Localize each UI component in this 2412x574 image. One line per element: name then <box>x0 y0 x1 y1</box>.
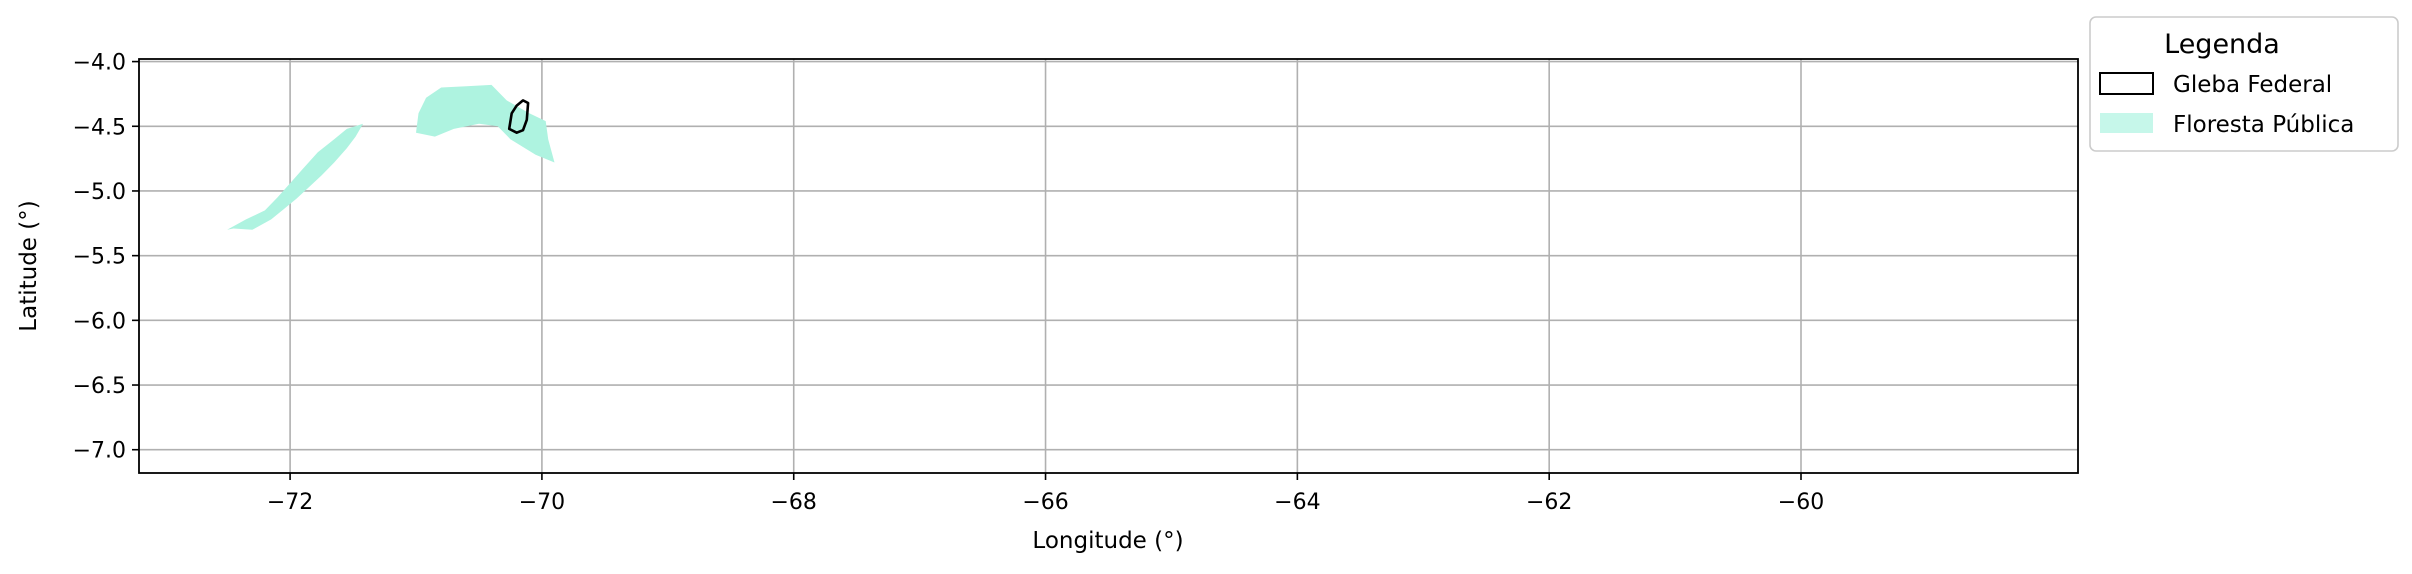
y-tick-label: −7.0 <box>73 439 126 464</box>
floresta-publica-polygon <box>227 123 364 230</box>
legend-swatch-floresta-publica <box>2100 113 2153 133</box>
plot-area <box>138 58 2079 474</box>
map-layers <box>227 84 555 230</box>
floresta-publica-polygon <box>416 84 555 163</box>
x-tick-label: −68 <box>771 490 817 515</box>
y-tick-label: −5.0 <box>73 180 126 205</box>
axis-ticks: −72 −70 −68 −66 −64 −62 −60 −4.0 −4.5 −5.0 −5.5 −6.… <box>73 51 1825 515</box>
y-tick-label: −4.0 <box>73 51 126 76</box>
legend: Legenda Gleba Federal Floresta Pública <box>2089 16 2399 152</box>
x-tick-label: −70 <box>519 490 565 515</box>
y-tick-label: −6.5 <box>73 374 126 399</box>
x-tick-label: −66 <box>1022 490 1068 515</box>
legend-swatch-gleba-federal <box>2099 72 2154 95</box>
plot-background <box>139 59 2078 473</box>
x-tick-label: −62 <box>1526 490 1572 515</box>
gleba-federal-polygon <box>507 99 530 134</box>
y-tick-label: −5.5 <box>73 245 126 270</box>
x-tick-label: −60 <box>1778 490 1824 515</box>
y-axis-label: Latitude (°) <box>16 200 42 331</box>
plot-frame <box>138 58 2079 474</box>
x-axis-label: Longitude (°) <box>1032 528 1183 554</box>
legend-label-floresta-publica: Floresta Pública <box>2173 112 2354 138</box>
legend-label-gleba-federal: Gleba Federal <box>2173 72 2332 98</box>
y-tick-label: −6.0 <box>73 309 126 334</box>
legend-box <box>2089 16 2399 152</box>
y-tick-label: −4.5 <box>73 115 126 140</box>
x-tick-label: −64 <box>1274 490 1320 515</box>
x-tick-label: −72 <box>267 490 313 515</box>
legend-title: Legenda <box>2164 29 2280 60</box>
